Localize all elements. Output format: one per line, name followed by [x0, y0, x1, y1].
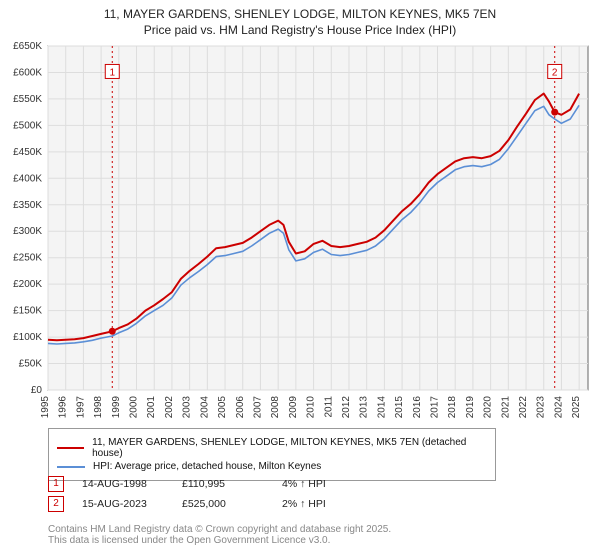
footer-line-1: Contains HM Land Registry data © Crown c…: [48, 524, 391, 535]
svg-text:2008: 2008: [270, 396, 281, 419]
svg-text:2011: 2011: [323, 396, 334, 418]
svg-text:2021: 2021: [500, 396, 511, 419]
svg-text:2001: 2001: [146, 396, 157, 419]
event-date: 14-AUG-1998: [82, 478, 182, 490]
svg-text:2018: 2018: [447, 396, 458, 419]
svg-text:1: 1: [109, 67, 115, 78]
event-badge: 1: [48, 476, 64, 492]
svg-text:1998: 1998: [93, 396, 104, 419]
event-date: 15-AUG-2023: [82, 498, 182, 510]
svg-text:£100K: £100K: [13, 332, 42, 343]
svg-text:£50K: £50K: [19, 359, 43, 370]
svg-text:£550K: £550K: [13, 94, 42, 105]
svg-text:2022: 2022: [518, 396, 529, 419]
svg-text:2012: 2012: [341, 396, 352, 419]
svg-text:£0: £0: [31, 385, 43, 396]
svg-text:1999: 1999: [111, 396, 122, 419]
svg-text:2016: 2016: [412, 396, 423, 419]
svg-text:2002: 2002: [164, 396, 175, 419]
footer-line-2: This data is licensed under the Open Gov…: [48, 535, 391, 546]
svg-text:£450K: £450K: [13, 147, 42, 158]
svg-text:2009: 2009: [288, 396, 299, 419]
event-row: 1 14-AUG-1998£110,9954% ↑ HPI: [48, 476, 382, 492]
svg-text:2023: 2023: [536, 396, 547, 419]
event-badge: 2: [48, 496, 64, 512]
svg-text:2025: 2025: [571, 396, 582, 419]
svg-text:2007: 2007: [252, 396, 263, 419]
svg-text:2000: 2000: [129, 396, 140, 419]
svg-text:1996: 1996: [58, 396, 69, 419]
event-delta: 2% ↑ HPI: [282, 498, 382, 510]
svg-text:2015: 2015: [394, 396, 405, 419]
legend-item-hpi: HPI: Average price, detached house, Milt…: [57, 461, 487, 472]
svg-text:£500K: £500K: [13, 120, 42, 131]
svg-text:2019: 2019: [465, 396, 476, 419]
legend-item-subject: 11, MAYER GARDENS, SHENLEY LODGE, MILTON…: [57, 437, 487, 459]
svg-text:2003: 2003: [182, 396, 193, 419]
svg-text:2010: 2010: [306, 396, 317, 419]
svg-text:£600K: £600K: [13, 67, 42, 78]
legend-label: 11, MAYER GARDENS, SHENLEY LODGE, MILTON…: [92, 437, 487, 459]
event-row: 2 15-AUG-2023£525,0002% ↑ HPI: [48, 496, 382, 512]
svg-text:£300K: £300K: [13, 226, 42, 237]
svg-text:1995: 1995: [40, 396, 51, 419]
svg-text:2006: 2006: [235, 396, 246, 419]
svg-text:£650K: £650K: [13, 41, 42, 52]
svg-text:2014: 2014: [376, 396, 387, 419]
legend-label: HPI: Average price, detached house, Milt…: [93, 461, 321, 472]
event-price: £525,000: [182, 498, 282, 510]
svg-text:1997: 1997: [75, 396, 86, 419]
event-price: £110,995: [182, 478, 282, 490]
legend-swatch: [57, 447, 84, 449]
svg-text:2024: 2024: [553, 396, 564, 419]
price-chart: £0 £50K £100K £150K £200K £250K £300K £350K £400…: [0, 0, 600, 430]
svg-text:£250K: £250K: [13, 253, 42, 264]
svg-text:£150K: £150K: [13, 306, 42, 317]
svg-text:2020: 2020: [483, 396, 494, 419]
svg-text:2017: 2017: [430, 396, 441, 419]
svg-text:2013: 2013: [359, 396, 370, 419]
svg-text:£350K: £350K: [13, 200, 42, 211]
svg-text:2005: 2005: [217, 396, 228, 419]
sale-events-table: 1 14-AUG-1998£110,9954% ↑ HPI 2 15-AUG-2023…: [48, 472, 382, 516]
svg-text:£400K: £400K: [13, 173, 42, 184]
event-delta: 4% ↑ HPI: [282, 478, 382, 490]
footer-attribution: Contains HM Land Registry data © Crown c…: [48, 524, 391, 546]
legend-swatch: [57, 466, 85, 468]
svg-text:2004: 2004: [199, 396, 210, 419]
svg-text:2: 2: [552, 67, 558, 78]
svg-text:£200K: £200K: [13, 279, 42, 290]
